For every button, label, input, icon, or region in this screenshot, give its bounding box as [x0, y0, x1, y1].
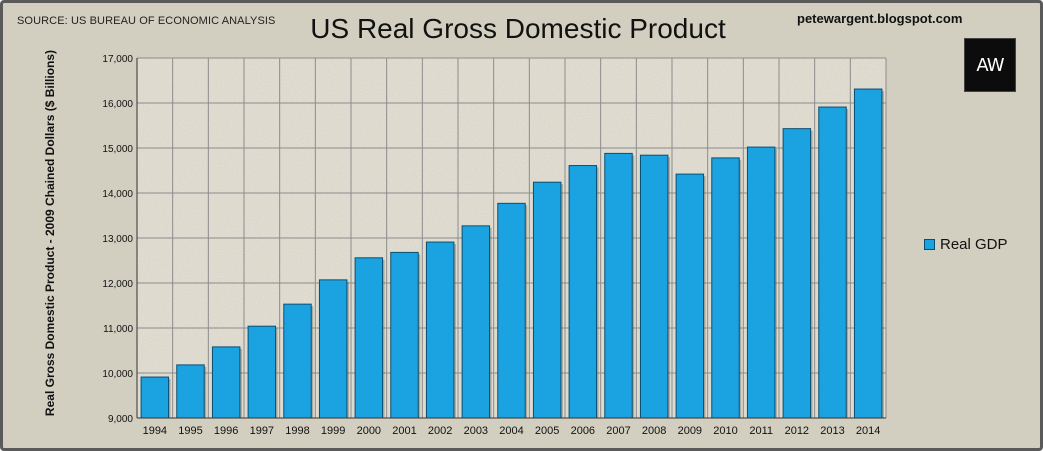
legend-label: Real GDP — [940, 236, 1008, 253]
bar — [604, 152, 633, 419]
bar — [283, 303, 312, 419]
x-tick-label: 2014 — [856, 425, 880, 437]
bar — [425, 241, 455, 419]
x-tick-label: 1999 — [321, 425, 345, 437]
x-tick-label: 2010 — [713, 425, 737, 437]
x-tick-label: 1998 — [285, 425, 309, 437]
y-tick-label: 17,000 — [102, 54, 133, 65]
chart-title: US Real Gross Domestic Product — [310, 13, 726, 44]
bar — [461, 225, 491, 419]
y-tick-label: 14,000 — [102, 189, 133, 200]
bar — [711, 157, 740, 419]
x-tick-label: 2001 — [392, 425, 416, 437]
x-tick-label: 2006 — [571, 425, 595, 437]
bar — [818, 106, 847, 419]
x-tick-label: 2003 — [464, 425, 488, 437]
x-tick-label: 1996 — [214, 425, 238, 437]
x-tick-label: 2007 — [606, 425, 630, 437]
x-tick-label: 2009 — [678, 425, 702, 437]
y-tick-label: 10,000 — [102, 369, 133, 380]
x-tick-label: 2000 — [357, 425, 381, 437]
x-tick-label: 2011 — [749, 425, 773, 437]
bar — [853, 88, 883, 419]
y-tick-label: 16,000 — [102, 99, 133, 110]
x-tick-label: 1995 — [178, 425, 202, 437]
bar — [497, 202, 526, 419]
aw-logo: AW — [964, 38, 1016, 92]
bar — [639, 154, 669, 419]
source-note: SOURCE: US BUREAU OF ECONOMIC ANALYSIS — [17, 15, 276, 27]
bar — [782, 128, 812, 419]
y-tick-label: 11,000 — [103, 324, 133, 335]
bar — [247, 325, 277, 419]
x-tick-label: 2005 — [535, 425, 559, 437]
bar — [211, 346, 241, 419]
x-tick-label: 2012 — [785, 425, 809, 437]
bar — [354, 257, 384, 419]
x-tick-label: 2002 — [428, 425, 452, 437]
bar — [318, 279, 348, 419]
y-tick-label: 9,000 — [108, 414, 133, 425]
chart-legend: Real GDP — [924, 236, 1008, 253]
y-tick-label: 15,000 — [102, 144, 133, 155]
bar — [746, 146, 776, 419]
x-tick-label: 2004 — [499, 425, 523, 437]
logo-text: AW — [976, 54, 1004, 76]
x-tick-label: 1997 — [250, 425, 274, 437]
legend-swatch — [924, 239, 935, 250]
bar — [675, 173, 705, 419]
x-tick-label: 1994 — [143, 425, 167, 437]
bar — [568, 165, 598, 419]
blog-url[interactable]: petewargent.blogspot.com — [797, 11, 963, 26]
bar — [140, 376, 170, 419]
bar — [532, 181, 562, 419]
bar — [390, 251, 419, 419]
x-tick-label: 2008 — [642, 425, 666, 437]
x-tick-label: 2013 — [820, 425, 844, 437]
y-tick-label: 12,000 — [102, 279, 133, 290]
bar — [176, 364, 205, 419]
y-tick-label: 13,000 — [102, 234, 133, 245]
